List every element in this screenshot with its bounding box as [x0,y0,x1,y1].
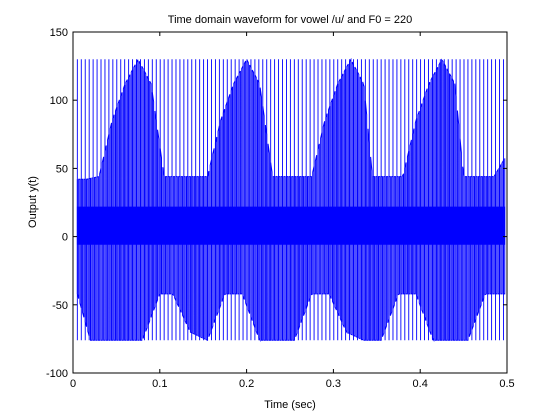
x-tick-label: 0.3 [326,378,341,390]
y-tick-label: 100 [50,95,68,107]
y-axis-label: Output y(t) [27,176,39,228]
x-tick-label: 0.4 [413,378,428,390]
x-tick-label: 0.2 [239,378,254,390]
x-tick-label: 0.5 [499,378,514,390]
y-tick-label: 0 [62,232,68,244]
y-tick-label: 150 [50,27,68,39]
waveform-core-band [77,207,504,245]
x-axis-label: Time (sec) [264,399,316,411]
chart-title: Time domain waveform for vowel /u/ and F… [168,14,412,26]
x-tick-label: 0.1 [152,378,167,390]
y-tick-label: 50 [56,163,68,175]
y-tick-label: -100 [46,368,68,380]
y-tick-label: -50 [52,300,68,312]
x-tick-label: 0 [70,378,76,390]
